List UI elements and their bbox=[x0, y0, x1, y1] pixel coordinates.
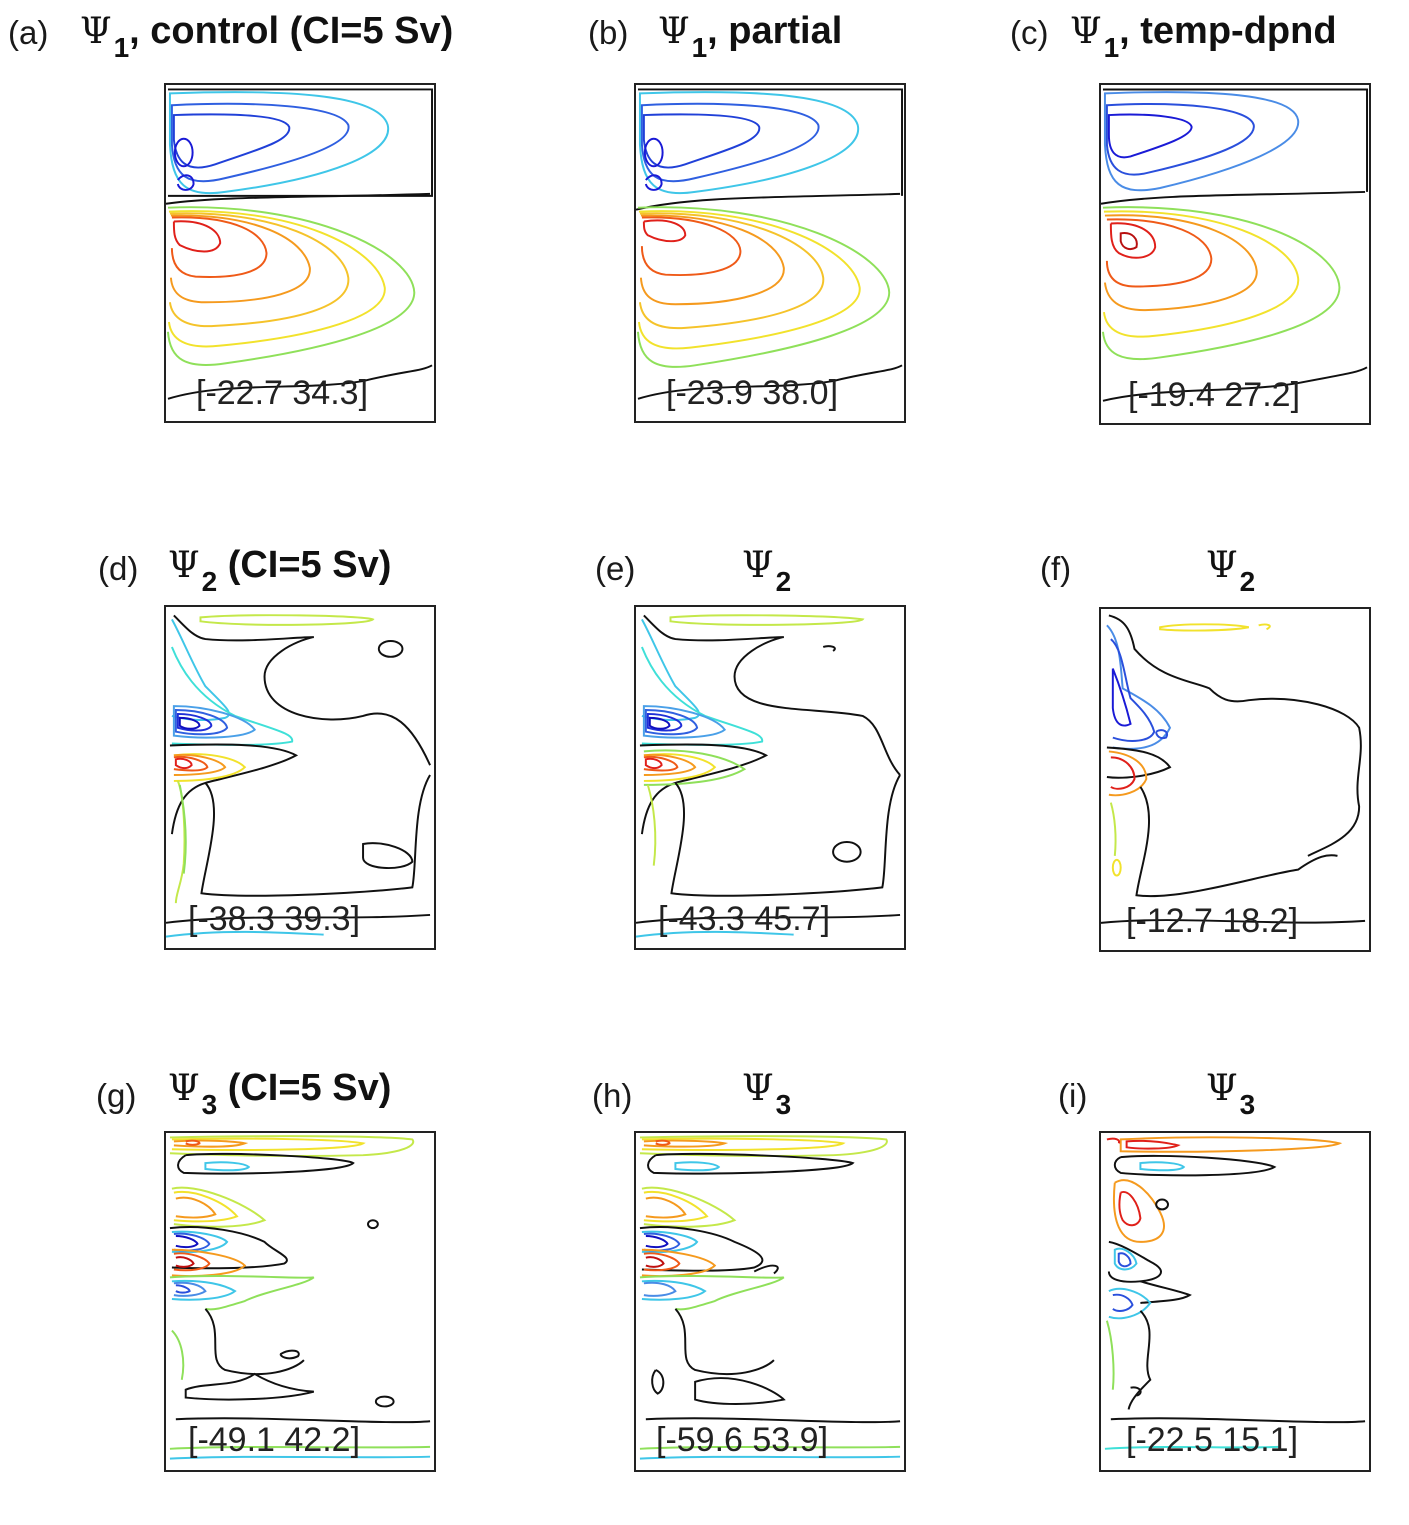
panel-title: Ψ3 bbox=[1206, 1067, 1255, 1120]
psi-symbol: Ψ bbox=[80, 11, 112, 52]
value-range: [-49.1 42.2] bbox=[188, 1421, 361, 1459]
panel-c: (c) Ψ1, temp-dpnd [-19.4 27.2] bbox=[940, 0, 1380, 470]
contour-lines bbox=[639, 1135, 901, 1460]
value-range: [-38.3 39.3] bbox=[188, 900, 361, 938]
panel-label: (h) bbox=[592, 1077, 633, 1114]
panel-title: Ψ1, partial bbox=[658, 10, 843, 63]
value-range: [-12.7 18.2] bbox=[1126, 902, 1299, 940]
contour-lines bbox=[1104, 1136, 1366, 1450]
title-suffix: (CI=5 Sv) bbox=[217, 1067, 392, 1109]
panel-label: (b) bbox=[588, 14, 629, 51]
title-suffix: (CI=5 Sv) bbox=[217, 544, 392, 586]
psi-subscript: 3 bbox=[201, 1089, 218, 1120]
value-range: [-59.6 53.9] bbox=[656, 1421, 829, 1459]
panel-label: (e) bbox=[595, 550, 636, 587]
title-suffix: , temp-dpnd bbox=[1119, 10, 1337, 52]
contour-plot bbox=[1099, 607, 1371, 952]
contour-plot bbox=[1099, 83, 1371, 425]
contour-plot bbox=[164, 605, 436, 950]
panel-h: (h) Ψ3 bbox=[470, 1055, 910, 1525]
value-range: [-22.7 34.3] bbox=[196, 374, 369, 412]
contour-plot bbox=[164, 1131, 436, 1472]
psi-subscript: 1 bbox=[113, 32, 130, 63]
contour-plot bbox=[634, 605, 906, 950]
panel-title: Ψ3 (CI=5 Sv) bbox=[168, 1067, 392, 1120]
panel-b: (b) Ψ1, partial [-23.9 38.0] bbox=[470, 0, 910, 470]
contour-plot bbox=[634, 83, 906, 423]
contour-lines bbox=[1100, 614, 1366, 924]
panel-label: (g) bbox=[96, 1077, 137, 1114]
value-range: [-43.3 45.7] bbox=[658, 900, 831, 938]
psi-subscript: 3 bbox=[1239, 1089, 1256, 1120]
panel-title: Ψ2 bbox=[1206, 544, 1255, 597]
panel-title: Ψ1, control (CI=5 Sv) bbox=[80, 10, 454, 63]
psi-symbol: Ψ bbox=[742, 545, 774, 586]
panel-a: (a) Ψ1, control (CI=5 Sv) [-22.7 34.3] bbox=[0, 0, 453, 470]
panel-f: (f) Ψ2 [-12.7 18.2] bbox=[940, 530, 1380, 1000]
contour-plot bbox=[1099, 1131, 1371, 1472]
panel-e: (e) Ψ2 [-43.3 45.7] bbox=[470, 530, 910, 1000]
panel-title: Ψ2 (CI=5 Sv) bbox=[168, 544, 392, 597]
value-range: [-22.5 15.1] bbox=[1126, 1421, 1299, 1459]
contour-lines bbox=[635, 88, 904, 400]
panel-g: (g) Ψ3 (CI=5 Sv) bbox=[0, 1055, 440, 1525]
psi-subscript: 2 bbox=[775, 566, 792, 597]
contour-plot bbox=[634, 1131, 906, 1472]
contour-lines bbox=[1100, 88, 1369, 402]
panel-title: Ψ1, temp-dpnd bbox=[1070, 10, 1337, 63]
psi-subscript: 1 bbox=[691, 32, 708, 63]
panel-title: Ψ3 bbox=[742, 1067, 791, 1120]
value-range: [-19.4 27.2] bbox=[1128, 376, 1301, 414]
title-suffix: , control (CI=5 Sv) bbox=[129, 10, 454, 52]
psi-symbol: Ψ bbox=[1206, 545, 1238, 586]
psi-symbol: Ψ bbox=[742, 1068, 774, 1109]
panel-label: (a) bbox=[8, 14, 49, 51]
psi-symbol: Ψ bbox=[168, 545, 200, 586]
panel-i: (i) Ψ3 [-22.5 15.1] bbox=[940, 1055, 1380, 1525]
contour-lines bbox=[169, 1135, 431, 1460]
contour-plot bbox=[164, 83, 436, 423]
panel-label: (c) bbox=[1010, 14, 1049, 51]
psi-symbol: Ψ bbox=[658, 11, 690, 52]
contour-lines bbox=[635, 614, 901, 938]
title-suffix: , partial bbox=[707, 10, 843, 52]
psi-subscript: 2 bbox=[1239, 566, 1256, 597]
panel-label: (d) bbox=[98, 550, 139, 587]
psi-symbol: Ψ bbox=[168, 1068, 200, 1109]
psi-subscript: 3 bbox=[775, 1089, 792, 1120]
psi-symbol: Ψ bbox=[1206, 1068, 1238, 1109]
panel-label: (i) bbox=[1058, 1077, 1088, 1114]
contour-lines bbox=[165, 614, 431, 938]
panel-title: Ψ2 bbox=[742, 544, 791, 597]
panel-d: (d) Ψ2 (CI=5 Sv) [-38.3 39.3] bbox=[0, 530, 440, 1000]
panel-label: (f) bbox=[1040, 550, 1072, 587]
psi-symbol: Ψ bbox=[1070, 11, 1102, 52]
contour-lines bbox=[165, 88, 434, 400]
value-range: [-23.9 38.0] bbox=[666, 374, 839, 412]
psi-subscript: 2 bbox=[201, 566, 218, 597]
psi-subscript: 1 bbox=[1103, 32, 1120, 63]
